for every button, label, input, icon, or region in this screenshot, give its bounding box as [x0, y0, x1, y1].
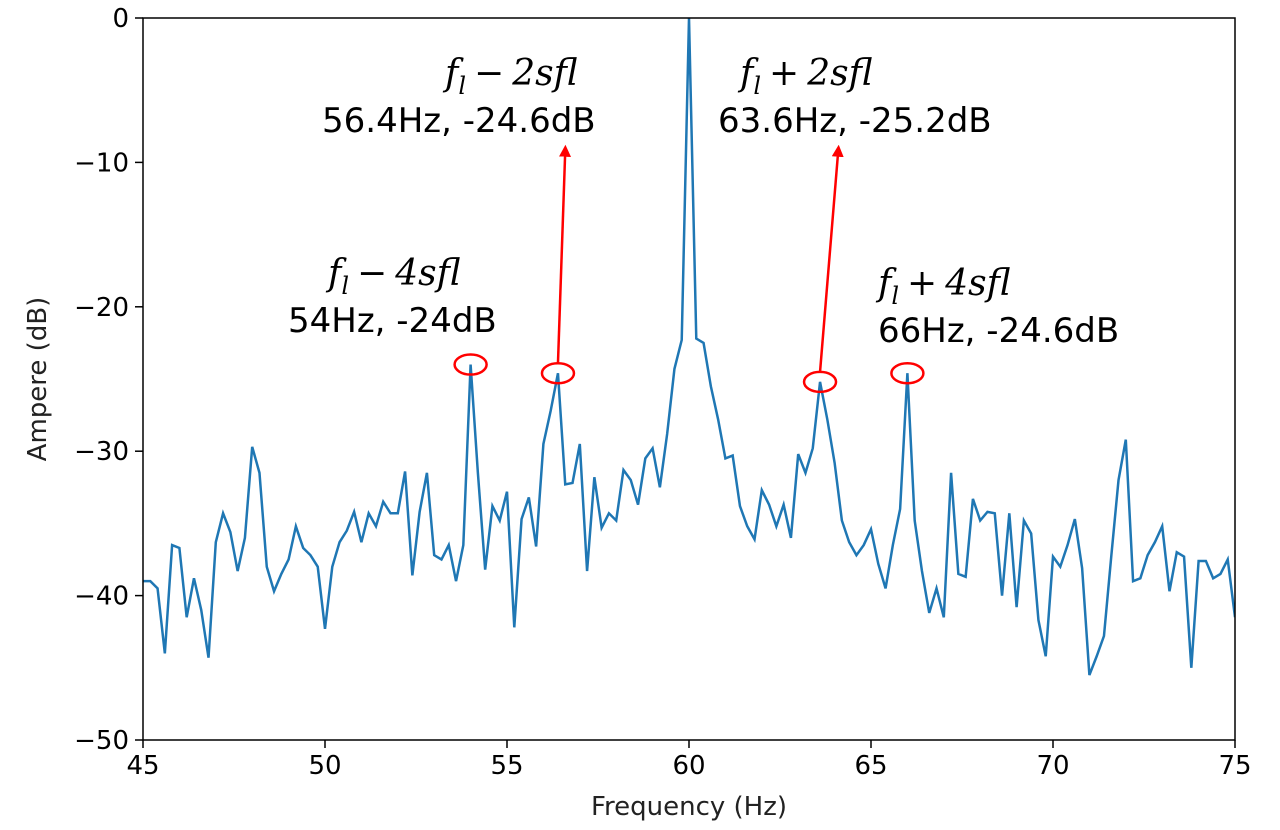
annotation-value: 56.4Hz, -24.6dB — [322, 101, 596, 141]
annotation-arrow — [818, 144, 844, 372]
y-tick-label: −40 — [74, 582, 129, 612]
y-tick-label: −20 — [74, 293, 129, 323]
annotation-formula: fl −2sfl — [442, 53, 578, 100]
y-axis-ticks: 0 −10 −20 −30 −40 −50 — [74, 4, 143, 756]
peak-marker-ellipse — [890, 361, 925, 385]
x-axis-ticks: 45 50 55 60 65 70 75 — [126, 740, 1252, 781]
x-tick-label: 70 — [1036, 751, 1069, 781]
x-axis-label: Frequency (Hz) — [591, 792, 787, 822]
y-tick-label: −50 — [74, 726, 129, 756]
y-tick-label: −10 — [74, 148, 129, 178]
x-tick-label: 65 — [854, 751, 887, 781]
annotation-value: 63.6Hz, -25.2dB — [718, 101, 992, 141]
spectrum-series-line — [143, 18, 1235, 676]
y-axis-label: Ampere (dB) — [23, 297, 53, 462]
x-tick-label: 55 — [490, 751, 523, 781]
x-tick-label: 50 — [308, 751, 341, 781]
x-tick-label: 75 — [1218, 751, 1251, 781]
annotation-arrow — [556, 144, 572, 364]
annotation-formula: fl +4sfl — [875, 263, 1011, 310]
annotation-value: 54Hz, -24dB — [288, 301, 497, 341]
x-tick-label: 45 — [126, 751, 159, 781]
y-tick-label: −30 — [74, 437, 129, 467]
plot-area — [143, 18, 1235, 676]
peak-marker-ellipse — [453, 353, 488, 376]
annotation-value: 66Hz, -24.6dB — [878, 311, 1119, 351]
x-tick-label: 60 — [672, 751, 705, 781]
y-tick-label: 0 — [112, 4, 129, 34]
